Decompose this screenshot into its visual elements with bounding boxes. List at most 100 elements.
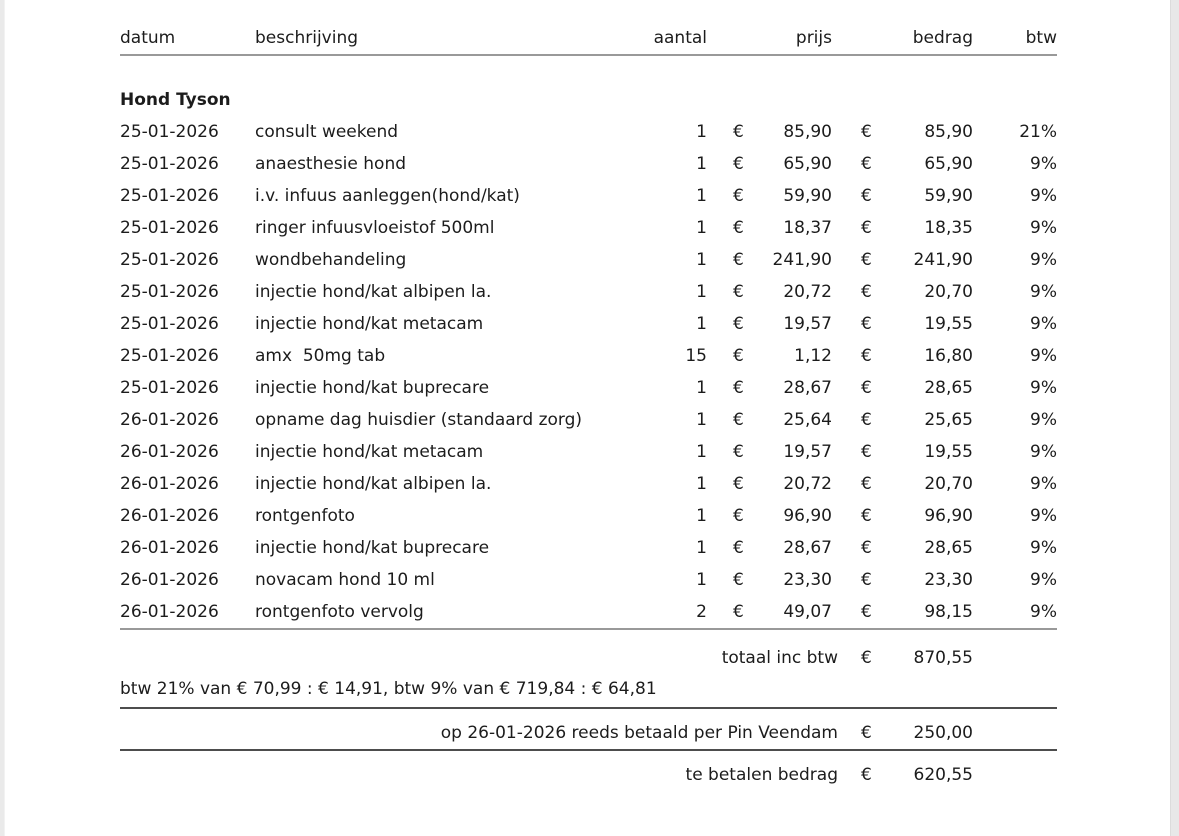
cell-vat: 9%: [1030, 410, 1057, 430]
cell-qty: 15: [685, 346, 707, 366]
cell-amount: 23,30: [924, 570, 973, 590]
cell-price: 25,64: [783, 410, 832, 430]
left-edge-strip: [0, 0, 5, 836]
euro-sign: €: [733, 506, 744, 526]
euro-sign: €: [861, 602, 872, 622]
table-row: 26-01-2026 opname dag huisdier (standaard…: [120, 404, 1057, 436]
cell-date: 26-01-2026: [120, 442, 219, 462]
cell-vat: 9%: [1030, 154, 1057, 174]
cell-amount: 98,15: [924, 602, 973, 622]
euro-sign: €: [861, 378, 872, 398]
euro-sign: €: [861, 648, 872, 668]
amount-due-label: te betalen bedrag: [685, 765, 838, 785]
euro-sign: €: [861, 506, 872, 526]
table-row: 26-01-2026 novacam hond 10 ml 1 €23,30 €23,3…: [120, 564, 1057, 596]
cell-qty: 1: [696, 378, 707, 398]
euro-sign: €: [861, 410, 872, 430]
cell-vat: 21%: [1019, 122, 1057, 142]
cell-description: amx 50mg tab: [255, 346, 386, 366]
cell-price: 20,72: [783, 282, 832, 302]
cell-description: injectie hond/kat buprecare: [255, 538, 490, 558]
cell-date: 25-01-2026: [120, 282, 219, 302]
euro-sign: €: [861, 538, 872, 558]
cell-date: 25-01-2026: [120, 186, 219, 206]
cell-amount: 96,90: [924, 506, 973, 526]
cell-vat: 9%: [1030, 250, 1057, 270]
euro-sign: €: [733, 282, 744, 302]
table-row: 26-01-2026 rontgenfoto 1 €96,90 €96,90 9%: [120, 500, 1057, 532]
cell-date: 26-01-2026: [120, 506, 219, 526]
euro-sign: €: [733, 314, 744, 334]
cell-price: 18,37: [783, 218, 832, 238]
cell-vat: 9%: [1030, 378, 1057, 398]
euro-sign: €: [733, 122, 744, 142]
euro-sign: €: [733, 154, 744, 174]
amount-due-amount: 620,55: [913, 765, 973, 785]
cell-qty: 1: [696, 154, 707, 174]
euro-sign: €: [861, 346, 872, 366]
euro-sign: €: [861, 474, 872, 494]
cell-amount: 20,70: [924, 474, 973, 494]
cell-qty: 1: [696, 218, 707, 238]
euro-sign: €: [733, 186, 744, 206]
cell-vat: 9%: [1030, 282, 1057, 302]
euro-sign: €: [733, 250, 744, 270]
cell-amount: 85,90: [924, 122, 973, 142]
table-row: 26-01-2026 rontgenfoto vervolg 2 €49,07 €98,…: [120, 596, 1057, 628]
euro-sign: €: [733, 538, 744, 558]
euro-sign: €: [733, 570, 744, 590]
cell-amount: 19,55: [924, 442, 973, 462]
total-incl-vat-label: totaal inc btw: [721, 648, 838, 668]
cell-amount: 18,35: [924, 218, 973, 238]
table-row: 25-01-2026 anaesthesie hond 1 €65,90 €65,90 9…: [120, 148, 1057, 180]
cell-vat: 9%: [1030, 474, 1057, 494]
cell-qty: 1: [696, 314, 707, 334]
euro-sign: €: [861, 250, 872, 270]
cell-price: 49,07: [783, 602, 832, 622]
cell-description: consult weekend: [255, 122, 399, 142]
cell-description: injectie hond/kat metacam: [255, 442, 484, 462]
cell-date: 25-01-2026: [120, 314, 219, 334]
cell-price: 28,67: [783, 378, 832, 398]
cell-qty: 1: [696, 570, 707, 590]
cell-price: 20,72: [783, 474, 832, 494]
table-row: 25-01-2026 wondbehandeling 1 €241,90 €241,90…: [120, 244, 1057, 276]
euro-sign: €: [733, 442, 744, 462]
column-header-bedrag: bedrag: [912, 28, 973, 48]
cell-qty: 1: [696, 122, 707, 142]
cell-description: injectie hond/kat metacam: [255, 314, 484, 334]
table-header-row: datum beschrijving aantal prijs bedrag b…: [120, 22, 1057, 56]
amount-due-divider: [120, 749, 1057, 751]
table-row: 26-01-2026 injectie hond/kat buprecare 1 €2…: [120, 532, 1057, 564]
table-row: 25-01-2026 consult weekend 1 €85,90 €85,90 21…: [120, 116, 1057, 148]
cell-date: 25-01-2026: [120, 378, 219, 398]
cell-date: 26-01-2026: [120, 570, 219, 590]
cell-date: 25-01-2026: [120, 218, 219, 238]
cell-qty: 1: [696, 506, 707, 526]
cell-date: 26-01-2026: [120, 538, 219, 558]
total-incl-vat-amount: 870,55: [913, 648, 973, 668]
total-incl-vat-row: totaal inc btw € 870,55: [120, 642, 1057, 674]
cell-price: 23,30: [783, 570, 832, 590]
already-paid-amount: 250,00: [913, 723, 973, 743]
cell-qty: 1: [696, 538, 707, 558]
cell-vat: 9%: [1030, 186, 1057, 206]
cell-vat: 9%: [1030, 570, 1057, 590]
column-header-beschrijving: beschrijving: [255, 28, 359, 48]
cell-amount: 59,90: [924, 186, 973, 206]
euro-sign: €: [733, 602, 744, 622]
euro-sign: €: [861, 314, 872, 334]
euro-sign: €: [861, 282, 872, 302]
amount-due-row: te betalen bedrag € 620,55: [120, 759, 1057, 791]
table-row: 25-01-2026 amx 50mg tab 15 €1,12 €16,80 9%: [120, 340, 1057, 372]
cell-price: 19,57: [783, 442, 832, 462]
table-row: 25-01-2026 injectie hond/kat buprecare 1 €2…: [120, 372, 1057, 404]
cell-description: wondbehandeling: [255, 250, 407, 270]
invoice-document: datum beschrijving aantal prijs bedrag b…: [120, 22, 1057, 791]
cell-date: 25-01-2026: [120, 250, 219, 270]
euro-sign: €: [861, 218, 872, 238]
cell-date: 25-01-2026: [120, 154, 219, 174]
euro-sign: €: [861, 765, 872, 785]
cell-date: 26-01-2026: [120, 474, 219, 494]
cell-description: i.v. infuus aanleggen(hond/kat): [255, 186, 520, 206]
